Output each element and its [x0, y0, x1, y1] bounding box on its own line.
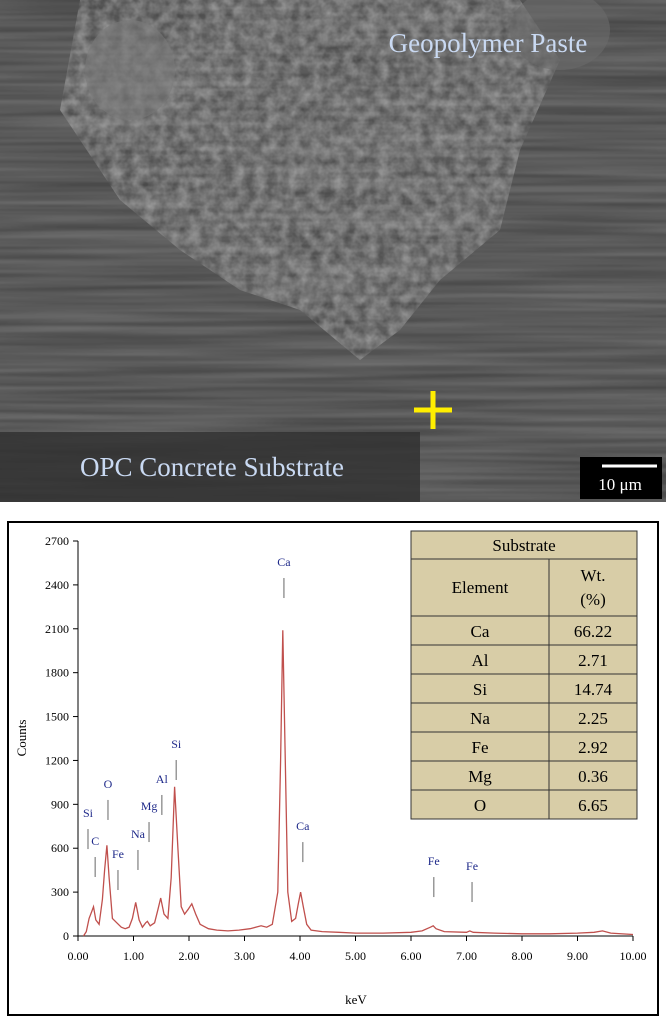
element-wt: 6.65	[578, 796, 608, 815]
scale-label: 10 μm	[598, 475, 642, 494]
element-name: Fe	[472, 738, 489, 757]
table-cell	[410, 702, 550, 733]
y-tick-label: 2400	[45, 578, 69, 592]
eds-chart: keV Counts 0 300 600 900 1200 1500 1800 2100 240…	[7, 521, 659, 1016]
x-axis-label: keV	[345, 992, 367, 1007]
cross-marker	[414, 391, 452, 429]
x-tick-label: 2.00	[179, 949, 200, 963]
table-cell	[410, 760, 550, 791]
peak-label: Mg	[141, 799, 158, 813]
header-cell	[410, 558, 550, 617]
paste-label: Geopolymer Paste	[389, 28, 588, 58]
x-tick-label: 3.00	[234, 949, 255, 963]
element-wt: 2.25	[578, 709, 608, 728]
element-name: Na	[470, 709, 490, 728]
peak-label: Si	[83, 806, 94, 820]
table-title: Substrate	[492, 536, 555, 555]
y-tick-label: 2100	[45, 622, 69, 636]
element-wt: 2.71	[578, 651, 608, 670]
element-name: Mg	[468, 767, 492, 786]
x-tick-label: 8.00	[512, 949, 533, 963]
y-tick-label: 900	[51, 797, 69, 811]
spectrum-line	[82, 630, 634, 937]
peak-label: Si	[171, 737, 182, 751]
y-tick-label: 300	[51, 885, 69, 899]
header-text: (%)	[580, 590, 605, 609]
y-tick-label: 1800	[45, 666, 69, 680]
element-wt: 66.22	[574, 622, 612, 641]
y-tick-label: 2700	[45, 534, 69, 548]
peak-label: Ca	[296, 819, 310, 833]
peak-label: Ca	[277, 555, 291, 569]
x-tick-label: 5.00	[345, 949, 366, 963]
table-cell	[548, 702, 638, 733]
sem-grain	[85, 20, 175, 120]
peak-label: Fe	[466, 859, 478, 873]
header-text: Wt.	[580, 566, 605, 585]
sem-grain	[510, 0, 610, 70]
x-tick-label: 1.00	[123, 949, 144, 963]
element-name: Ca	[471, 622, 490, 641]
table-cell	[548, 673, 638, 704]
y-tick-label: 600	[51, 841, 69, 855]
x-tick-label: 4.00	[290, 949, 311, 963]
peak-label: Al	[156, 772, 169, 786]
table-cell	[548, 731, 638, 762]
peak-label: O	[104, 777, 113, 791]
element-wt: 14.74	[574, 680, 613, 699]
table-cell	[410, 615, 550, 646]
element-wt: 0.36	[578, 767, 608, 786]
table-cell	[548, 644, 638, 675]
sem-image: Geopolymer Paste OPC Concrete Substrate …	[0, 0, 666, 502]
x-tick-label: 9.00	[567, 949, 588, 963]
y-axis-label: Counts	[14, 720, 29, 757]
header-cell	[548, 558, 638, 617]
y-tick-label: 0	[63, 929, 69, 943]
table-cell	[548, 615, 638, 646]
peak-label: C	[91, 834, 99, 848]
scale-box	[580, 457, 662, 499]
x-tick-label: 7.00	[456, 949, 477, 963]
label-box	[0, 432, 420, 502]
peak-label: Na	[131, 827, 146, 841]
substrate-label: OPC Concrete Substrate	[80, 452, 344, 482]
element-name: Al	[472, 651, 489, 670]
table-cell	[548, 789, 638, 820]
table-cell	[410, 673, 550, 704]
element-wt: 2.92	[578, 738, 608, 757]
peak-label: Fe	[112, 847, 124, 861]
sem-paste-texture	[60, 0, 560, 360]
table-title-cell	[410, 530, 638, 560]
header-text: Element	[452, 578, 509, 597]
element-table: Substrate Element Wt. (%) Ca 66.22 Al 2.71 Si 14.…	[410, 530, 638, 820]
element-name: Si	[473, 680, 487, 699]
y-tick-label: 1500	[45, 710, 69, 724]
y-tick-label: 1200	[45, 753, 69, 767]
x-tick-label: 10.00	[620, 949, 647, 963]
x-tick-label: 0.00	[68, 949, 89, 963]
x-tick-label: 6.00	[401, 949, 422, 963]
peak-label: Fe	[428, 854, 440, 868]
element-name: O	[474, 796, 486, 815]
